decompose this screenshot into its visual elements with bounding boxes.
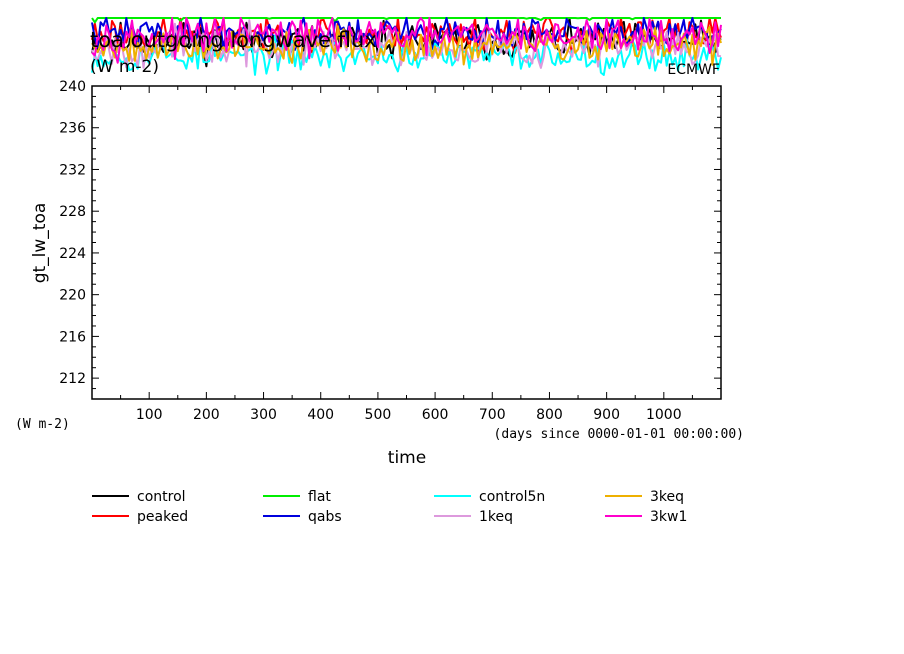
legend-label-1keq: 1keq [479, 509, 513, 525]
y-tick-label: 228 [59, 204, 86, 220]
y-tick-label: 240 [59, 79, 86, 95]
legend: control peaked flat qabs control5n 1keq 3keq 3k… [92, 489, 687, 525]
x-tick-label: 900 [593, 407, 620, 423]
y-tick-label: 236 [59, 121, 86, 137]
y-axis-label: gt_lw_toa [30, 203, 50, 284]
x-axis-label: time [388, 448, 426, 468]
y-tick-label: 232 [59, 162, 86, 178]
ticks-layer: 100 200 300 400 500 600 700 800 900 1000 212 216 220… [59, 79, 721, 423]
legend-label-peaked: peaked [137, 509, 188, 525]
legend-label-flat: flat [308, 489, 331, 505]
series-layer [91, 17, 722, 76]
x-tick-label: 100 [136, 407, 163, 423]
x-tick-label: 400 [307, 407, 334, 423]
x-tick-label: 1000 [646, 407, 682, 423]
chart-title: toa outgoing longwave flux [90, 28, 377, 52]
x-tick-label: 700 [479, 407, 506, 423]
x-tick-label: 500 [365, 407, 392, 423]
y-tick-label: 212 [59, 371, 86, 387]
legend-label-3kw1: 3kw1 [650, 509, 687, 525]
credit-label: ECMWF [667, 62, 720, 78]
series-line-3keq [91, 25, 722, 66]
series-line-qabs [91, 17, 722, 52]
y-tick-label: 224 [59, 246, 86, 262]
series-line-3kw1 [91, 17, 722, 64]
legend-label-control5n: control5n [479, 489, 545, 505]
x-tick-label: 300 [250, 407, 277, 423]
plot-frame [91, 85, 722, 400]
y-units-label: (W m-2) [15, 417, 70, 432]
legend-label-qabs: qabs [308, 509, 342, 525]
series-line-control5n [91, 34, 722, 76]
y-tick-label: 220 [59, 288, 86, 304]
title-units: (W m-2) [90, 57, 159, 77]
legend-label-3keq: 3keq [650, 489, 684, 505]
x-tick-label: 200 [193, 407, 220, 423]
y-tick-label: 216 [59, 329, 86, 345]
x-units-note: (days since 0000-01-01 00:00:00) [494, 427, 744, 442]
x-tick-label: 800 [536, 407, 563, 423]
legend-label-control: control [137, 489, 186, 505]
x-tick-label: 600 [422, 407, 449, 423]
